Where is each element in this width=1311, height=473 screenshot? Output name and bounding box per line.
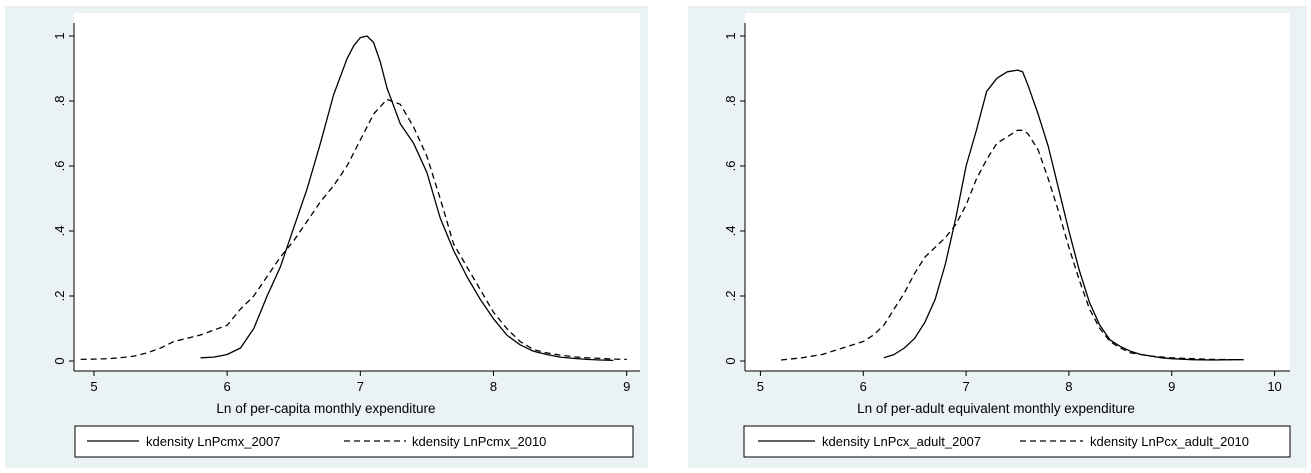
y-tick-label: .4 [52,226,67,237]
plot-area [74,13,640,371]
y-tick-label: .6 [723,161,738,172]
y-tick-label: .2 [52,291,67,302]
series-line [80,98,627,361]
y-tick-label: .8 [723,96,738,107]
x-tick-label: 8 [1065,379,1072,394]
x-tick-label: 8 [490,379,497,394]
x-tick-label: 5 [757,379,764,394]
x-tick-label: 6 [224,379,231,394]
y-tick-label: .8 [52,96,67,107]
x-tick-label: 9 [623,379,630,394]
plot-layer: 5 6 7 8 9 0 .2 .4 .6 .8 1 [52,23,640,394]
x-tick-label: 6 [860,379,867,394]
y-tick-label: .6 [52,161,67,172]
y-tick-label: 0 [52,357,67,364]
plot-area [745,13,1290,371]
legend-label: kdensity LnPcx_adult_2010 [1090,434,1249,449]
x-tick-label: 10 [1267,379,1281,394]
x-tick-label: 5 [90,379,97,394]
x-tick-label: 9 [1168,379,1175,394]
plot-layer: 5 6 7 8 9 10 0 .2 .4 .6 .8 1 [723,23,1290,394]
legend-label: kdensity LnPcx_adult_2007 [822,434,981,449]
chart-panel-right: 5 6 7 8 9 10 0 .2 .4 .6 .8 1 Ln of per-adult equiva… [688,6,1307,468]
legend-label: kdensity LnPcmx_2007 [146,434,280,449]
legend: kdensity LnPcmx_2007 kdensity LnPcmx_201… [74,425,634,458]
y-tick-label: .2 [723,291,738,302]
legend-label: kdensity LnPcmx_2010 [412,434,546,449]
y-tick-label: 1 [723,32,738,39]
x-axis-label: Ln of per-capita monthly expenditure [216,401,435,416]
series-line [883,69,1244,361]
series-line [200,35,614,362]
x-tick-label: 7 [962,379,969,394]
legend: kdensity LnPcx_adult_2007 kdensity LnPcx… [743,425,1291,458]
y-tick-label: 1 [52,32,67,39]
x-tick-label: 7 [357,379,364,394]
y-tick-label: 0 [723,357,738,364]
legend-box [743,425,1291,458]
series-line [780,129,1234,361]
chart-panel-left: 5 6 7 8 9 0 .2 .4 .6 .8 1 Ln of per-capita monthly… [5,6,648,468]
y-tick-label: .4 [723,226,738,237]
x-axis-label: Ln of per-adult equivalent monthly expen… [857,401,1135,416]
